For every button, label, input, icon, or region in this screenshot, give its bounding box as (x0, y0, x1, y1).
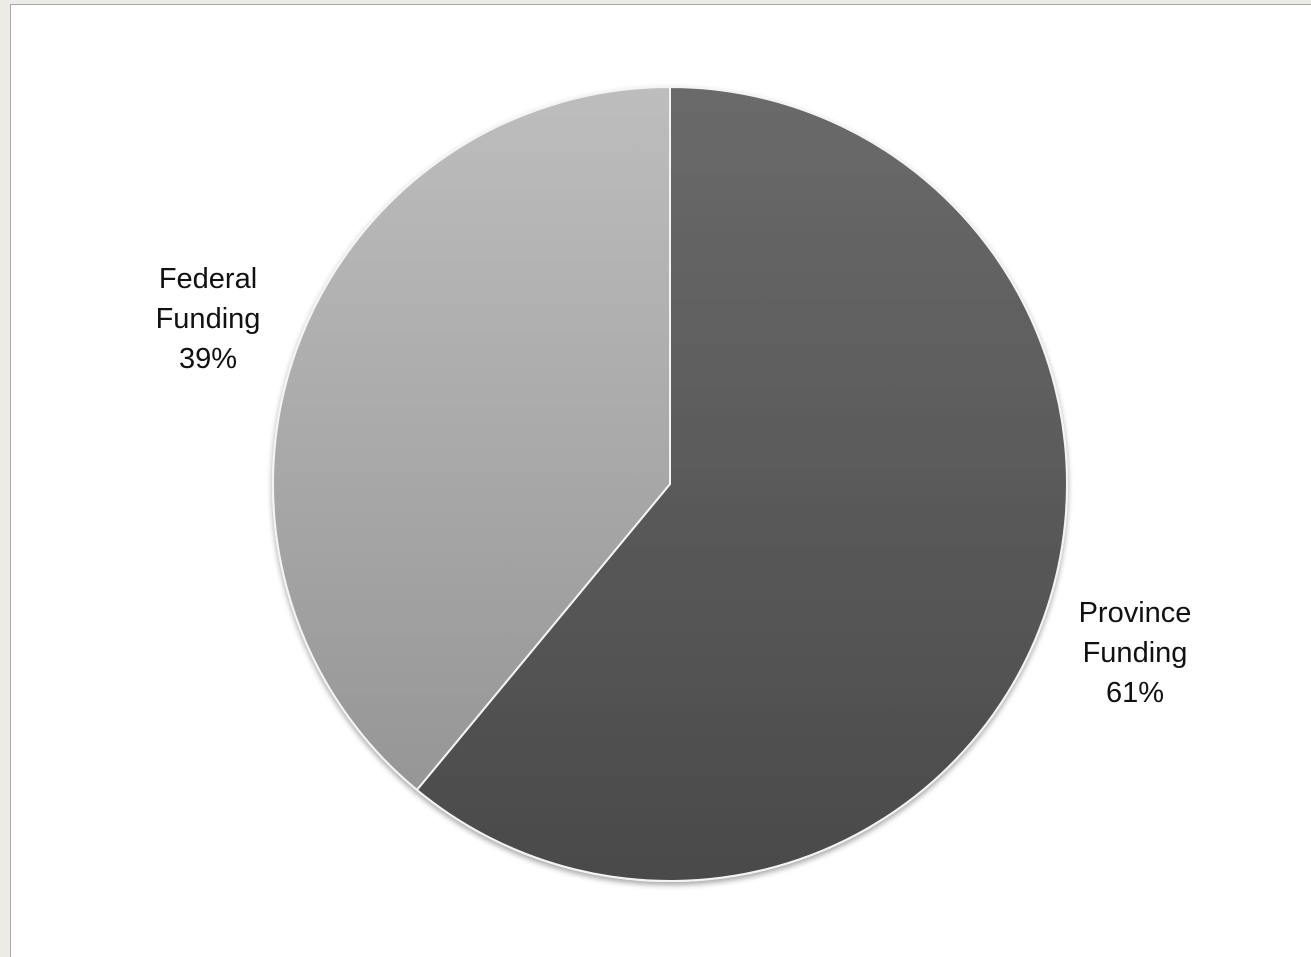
slice-label-line: 39% (179, 343, 237, 375)
slice-label-province-funding: Province Funding 61% (1079, 597, 1192, 709)
pie-slice-federal-funding (272, 85, 671, 792)
slice-label-federal-funding: Federal Funding 39% (156, 263, 261, 375)
pie-slice-province-funding (415, 85, 1068, 882)
slice-label-line: Funding (1083, 637, 1188, 669)
slice-label-line: Federal (159, 263, 257, 295)
slice-label-line: Funding (156, 303, 261, 335)
slice-label-line: Province (1079, 597, 1192, 629)
chart-frame: Province Funding 61% Federal Funding 39% (10, 4, 1311, 957)
pie-chart: Province Funding 61% Federal Funding 39% (156, 85, 1192, 882)
slice-label-line: 61% (1106, 677, 1164, 709)
